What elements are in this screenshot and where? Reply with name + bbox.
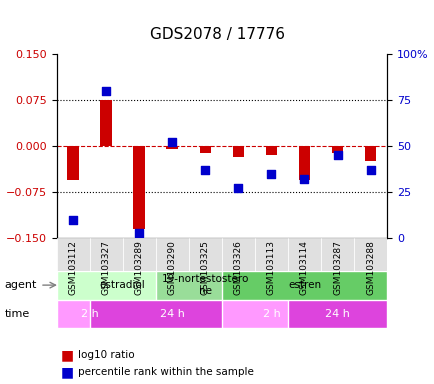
FancyBboxPatch shape bbox=[155, 271, 254, 300]
Text: percentile rank within the sample: percentile rank within the sample bbox=[78, 367, 253, 377]
Text: GSM103113: GSM103113 bbox=[266, 240, 275, 295]
FancyBboxPatch shape bbox=[221, 238, 254, 271]
FancyBboxPatch shape bbox=[56, 271, 188, 300]
FancyBboxPatch shape bbox=[353, 238, 386, 271]
Bar bbox=[331, 146, 342, 153]
Bar bbox=[166, 146, 178, 149]
Point bbox=[267, 170, 274, 177]
FancyBboxPatch shape bbox=[287, 300, 386, 328]
Text: 2 h: 2 h bbox=[262, 309, 279, 319]
Point bbox=[333, 152, 340, 158]
Text: 19-nortestostero
ne: 19-nortestostero ne bbox=[161, 274, 248, 296]
FancyBboxPatch shape bbox=[89, 238, 122, 271]
Bar bbox=[364, 146, 375, 161]
Point bbox=[201, 167, 208, 173]
FancyBboxPatch shape bbox=[254, 238, 287, 271]
Text: time: time bbox=[4, 309, 30, 319]
FancyBboxPatch shape bbox=[287, 238, 320, 271]
FancyBboxPatch shape bbox=[89, 300, 254, 328]
Point bbox=[168, 139, 175, 145]
FancyBboxPatch shape bbox=[188, 238, 221, 271]
Point bbox=[102, 88, 109, 94]
Point bbox=[234, 185, 241, 191]
Bar bbox=[298, 146, 309, 180]
Text: GSM103289: GSM103289 bbox=[135, 240, 143, 295]
Text: estradiol: estradiol bbox=[99, 280, 145, 290]
Bar bbox=[199, 146, 210, 153]
FancyBboxPatch shape bbox=[155, 238, 188, 271]
Text: GSM103290: GSM103290 bbox=[168, 240, 176, 295]
Bar bbox=[67, 146, 79, 180]
Text: 2 h: 2 h bbox=[81, 309, 98, 319]
Bar bbox=[133, 146, 145, 229]
Text: GSM103114: GSM103114 bbox=[299, 240, 308, 295]
Text: GSM103325: GSM103325 bbox=[201, 240, 209, 295]
Point bbox=[300, 176, 307, 182]
Bar bbox=[265, 146, 276, 155]
Text: GDS2078 / 17776: GDS2078 / 17776 bbox=[150, 27, 284, 42]
Text: log10 ratio: log10 ratio bbox=[78, 350, 135, 360]
FancyBboxPatch shape bbox=[56, 238, 89, 271]
FancyBboxPatch shape bbox=[320, 238, 353, 271]
FancyBboxPatch shape bbox=[221, 271, 386, 300]
FancyBboxPatch shape bbox=[221, 300, 320, 328]
Text: GSM103288: GSM103288 bbox=[365, 240, 374, 295]
Bar bbox=[100, 100, 112, 146]
Point bbox=[69, 217, 76, 223]
Text: agent: agent bbox=[4, 280, 36, 290]
Text: GSM103112: GSM103112 bbox=[69, 240, 77, 295]
Text: GSM103326: GSM103326 bbox=[233, 240, 242, 295]
FancyBboxPatch shape bbox=[56, 300, 122, 328]
Point bbox=[135, 230, 142, 236]
Text: ■: ■ bbox=[61, 348, 74, 362]
Bar bbox=[232, 146, 243, 157]
Text: GSM103287: GSM103287 bbox=[332, 240, 341, 295]
FancyBboxPatch shape bbox=[122, 238, 155, 271]
Text: GSM103327: GSM103327 bbox=[102, 240, 110, 295]
Point bbox=[366, 167, 373, 173]
Text: 24 h: 24 h bbox=[324, 309, 349, 319]
Text: ■: ■ bbox=[61, 366, 74, 379]
Text: estren: estren bbox=[287, 280, 320, 290]
Text: 24 h: 24 h bbox=[159, 309, 184, 319]
